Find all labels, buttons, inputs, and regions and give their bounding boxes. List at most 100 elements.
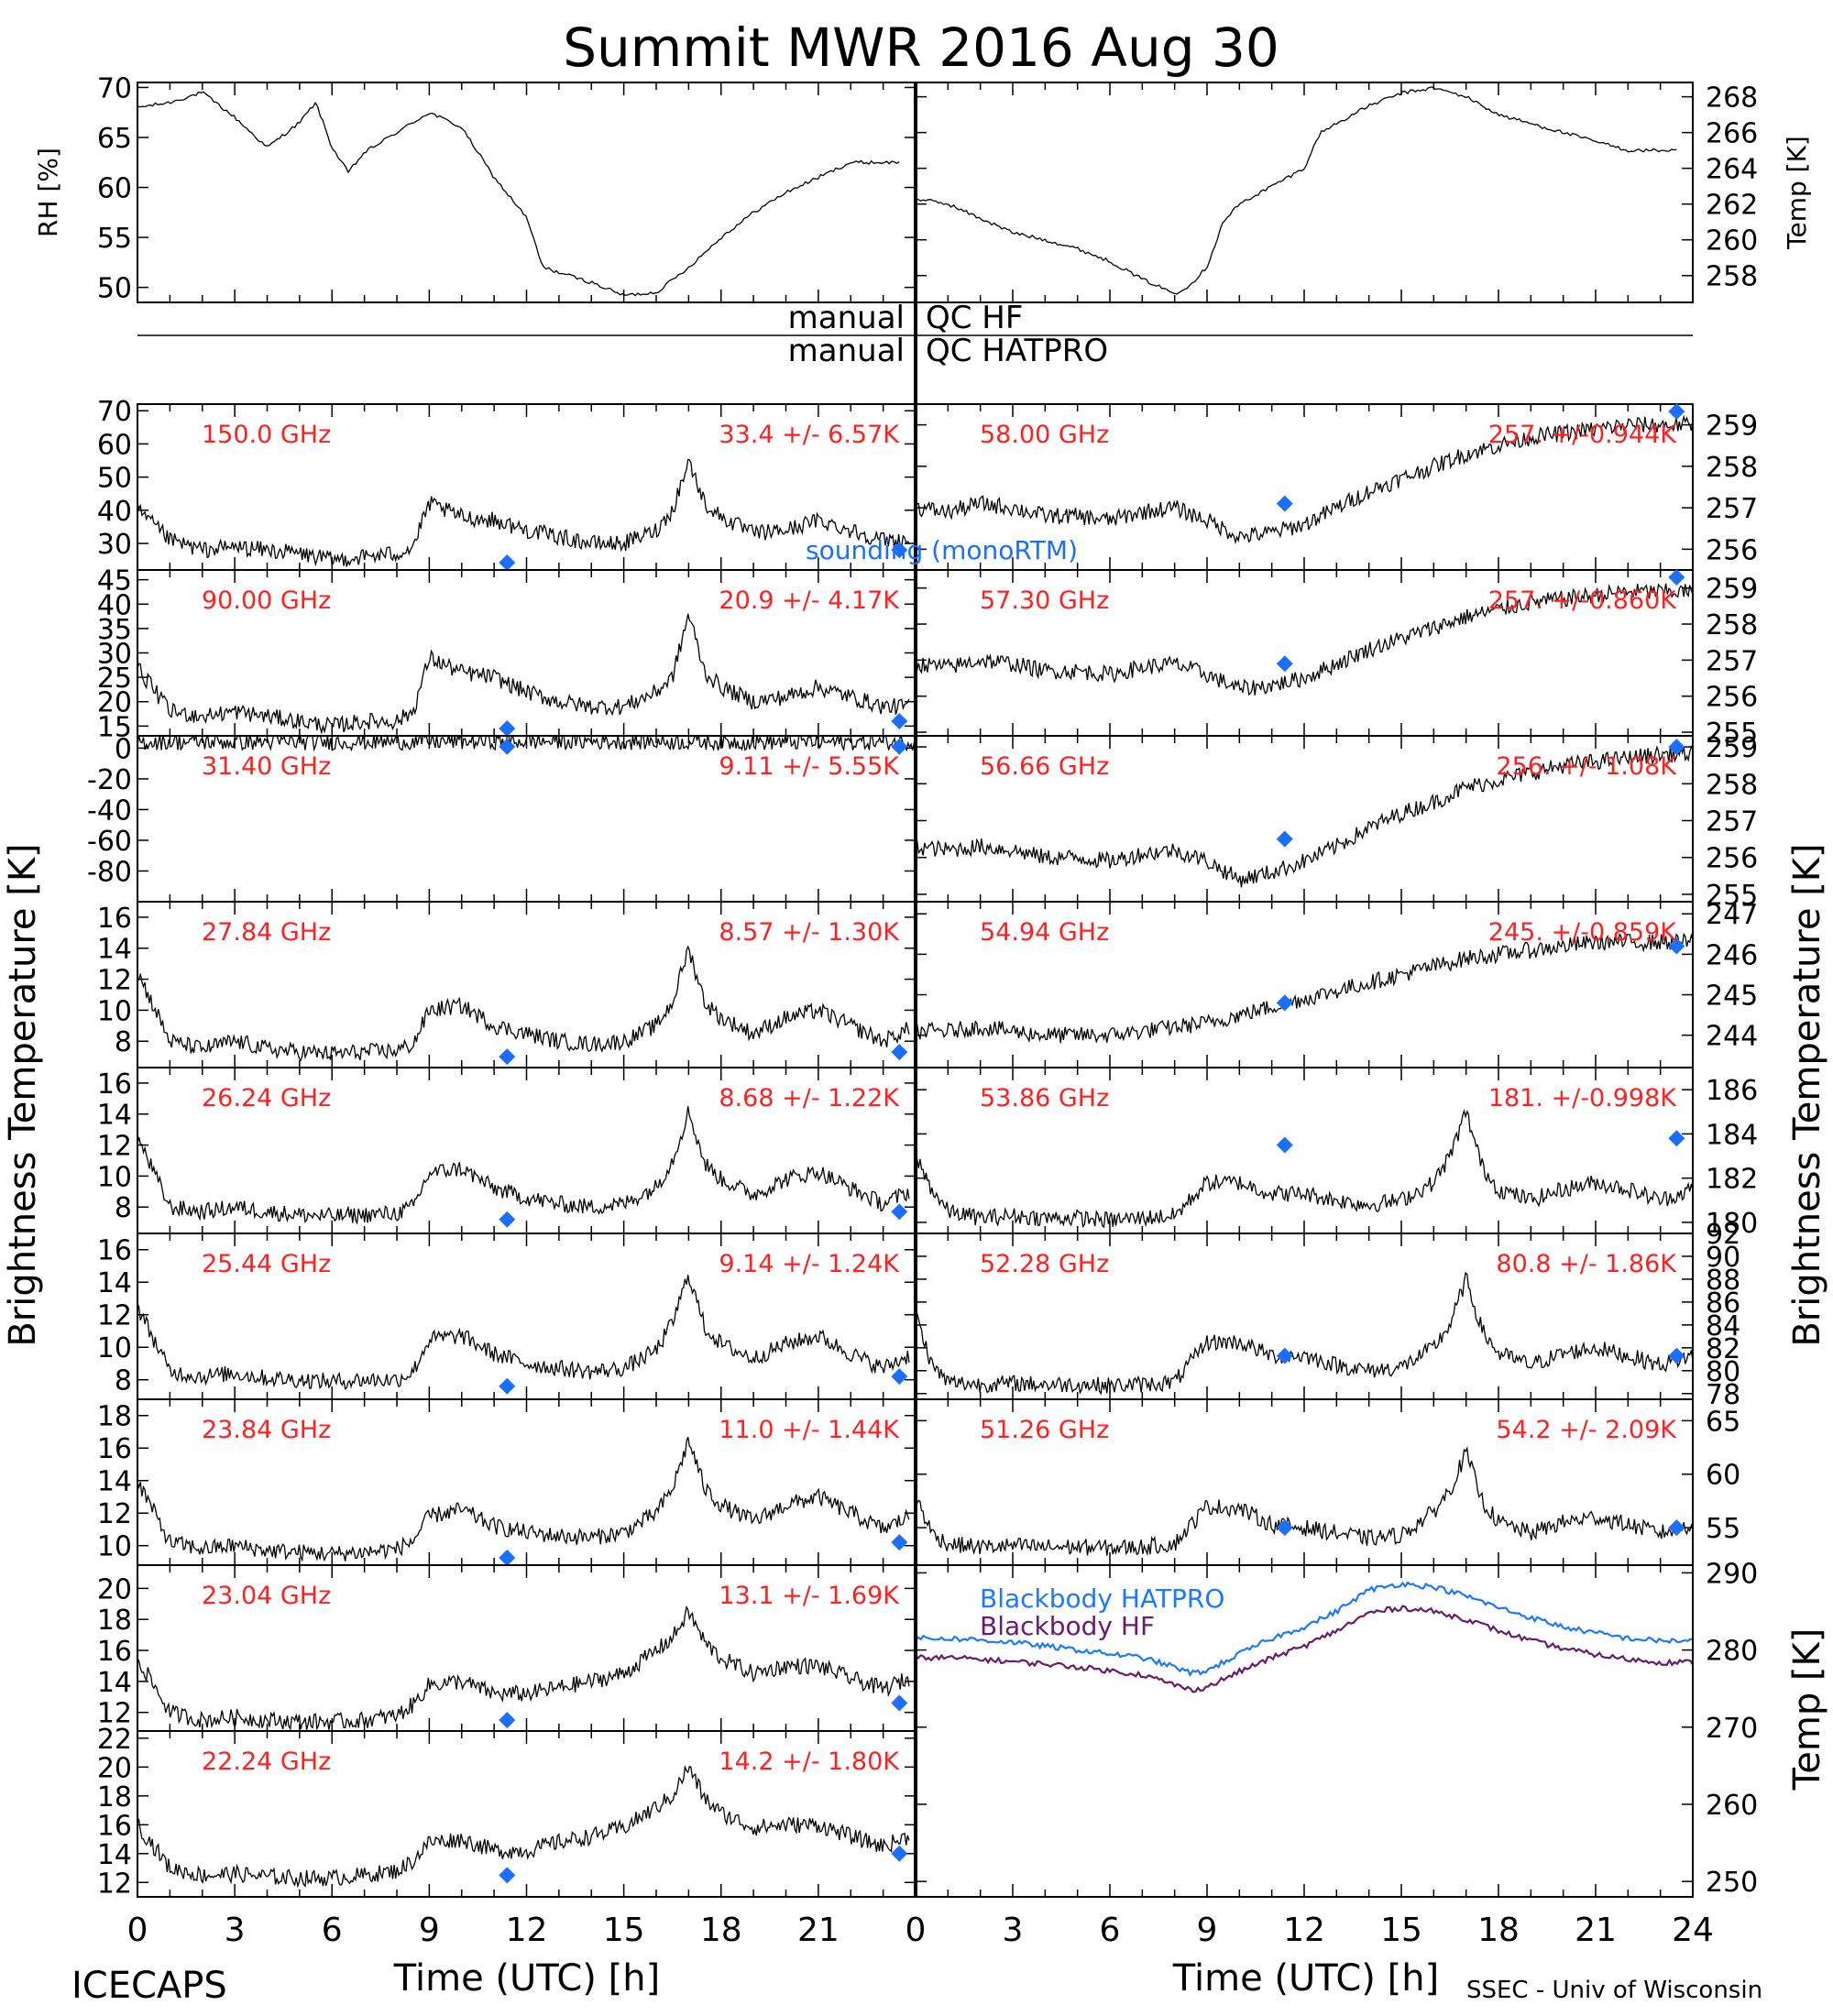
bt-left-0-ytick-label: 60 xyxy=(97,429,132,461)
rh-panel-ytick-label: 50 xyxy=(97,273,132,305)
bt-right-5-ytick-label: 80 xyxy=(1706,1356,1740,1388)
bt-left-4-ytick-label: 10 xyxy=(97,1161,132,1193)
sounding-point xyxy=(1668,739,1685,756)
bt-left-8-ytick-label: 12 xyxy=(97,1868,132,1900)
sounding-point xyxy=(891,1845,908,1862)
footer-right: SSEC - Univ of Wisconsin xyxy=(1466,1977,1762,2004)
bt-left-2-ytick-label: -60 xyxy=(87,826,132,858)
bt-right-0-ytick-label: 257 xyxy=(1706,493,1758,525)
bt-left-7-ytick-label: 20 xyxy=(97,1573,132,1605)
bt-left-0-ytick-label: 40 xyxy=(97,496,132,528)
sounding-point xyxy=(499,1211,516,1228)
bt-right-2-ytick-label: 259 xyxy=(1706,732,1758,764)
data-series-line xyxy=(916,583,1692,696)
bt-right-5-ytick-label: 78 xyxy=(1706,1379,1740,1411)
blackbody-panel-ytick-label: 270 xyxy=(1706,1713,1758,1745)
data-series-line xyxy=(138,1764,910,1889)
x-tick-label-right: 24 xyxy=(1672,1912,1714,1949)
data-series-line xyxy=(916,1109,1692,1229)
sounding-point xyxy=(891,738,908,755)
air-temp-panel-ytick-label: 264 xyxy=(1706,154,1758,186)
bt-left-1-ytick-label: 45 xyxy=(97,565,132,597)
blackbody-y-axis-label: Temp [K] xyxy=(1786,1628,1828,1791)
air-temp-panel-ytick-label: 258 xyxy=(1706,261,1758,293)
stats-label: 257. +/-0.860K xyxy=(1488,586,1677,615)
blackbody-hatpro-series-line xyxy=(916,1581,1692,1677)
bt-left-7-ytick-label: 18 xyxy=(97,1605,132,1637)
bt-left-5-ytick-label: 8 xyxy=(115,1365,132,1397)
sounding-point xyxy=(1668,937,1685,955)
sounding-point xyxy=(891,542,908,559)
sounding-point xyxy=(1276,1347,1293,1364)
data-series-line xyxy=(916,86,1677,295)
blackbody-panel-ytick-label: 290 xyxy=(1706,1558,1758,1590)
bt-right-0-ytick-label: 258 xyxy=(1706,452,1758,484)
frequency-label: 54.94 GHz xyxy=(980,918,1109,947)
bt-right-1-ytick-label: 259 xyxy=(1706,574,1758,606)
data-series-line xyxy=(138,945,910,1062)
bt-right-3-ytick-label: 245 xyxy=(1706,981,1758,1013)
bt-left-1-ytick-label: 15 xyxy=(97,711,132,743)
sounding-point xyxy=(1668,403,1685,420)
data-series-line xyxy=(916,414,1692,545)
bt-right-3-ytick-label: 247 xyxy=(1706,899,1758,931)
data-series-line xyxy=(138,737,915,752)
bt-left-5-ytick-label: 10 xyxy=(97,1332,132,1364)
data-series-line xyxy=(138,613,910,735)
sounding-point xyxy=(499,1712,516,1729)
right-y-axis-label: Brightness Temperature [K] xyxy=(1786,843,1828,1346)
bt-left-8-ytick-label: 16 xyxy=(97,1810,132,1842)
data-series-line xyxy=(138,1275,910,1390)
qc-hatpro-left: manual xyxy=(788,333,905,369)
blackbody-panel-ytick-label: 260 xyxy=(1706,1790,1758,1822)
bt-right-6-ytick-label: 60 xyxy=(1706,1460,1740,1492)
x-tick-label-left: 0 xyxy=(127,1912,148,1949)
bt-right-6-ytick-label: 65 xyxy=(1706,1406,1740,1438)
stats-label: 20.9 +/- 4.17K xyxy=(719,586,900,615)
stats-label: 257. +/-0.944K xyxy=(1488,421,1677,449)
sounding-point xyxy=(1276,655,1293,673)
bt-right-5-ytick-label: 82 xyxy=(1706,1333,1740,1365)
x-tick-label-left: 18 xyxy=(700,1912,742,1949)
data-series-line xyxy=(916,1446,1692,1557)
sounding-point xyxy=(499,738,516,755)
bt-left-1-ytick-label: 30 xyxy=(97,639,132,671)
bt-right-5-ytick-label: 90 xyxy=(1706,1242,1740,1274)
bt-left-1-ytick-label: 40 xyxy=(97,589,132,621)
footer-left: ICECAPS xyxy=(71,1965,227,2007)
stats-label: 8.57 +/- 1.30K xyxy=(719,918,900,947)
rh-panel-frame xyxy=(137,82,916,303)
sounding-point xyxy=(1668,1130,1685,1147)
bt-left-2-ytick-label: -80 xyxy=(87,856,132,888)
sounding-point xyxy=(1276,1136,1293,1154)
blackbody-hf-series-line xyxy=(916,1605,1692,1693)
stats-label: 33.4 +/- 6.57K xyxy=(719,421,900,449)
bt-right-4-ytick-label: 182 xyxy=(1706,1164,1758,1196)
frequency-label: 23.84 GHz xyxy=(202,1416,331,1444)
sounding-point xyxy=(1668,1519,1685,1537)
qc-hatpro-right: QC HATPRO xyxy=(926,333,1108,369)
x-tick-label-left: 15 xyxy=(603,1912,645,1949)
sounding-point xyxy=(499,720,516,737)
sounding-point xyxy=(499,1377,516,1395)
frequency-label: 53.86 GHz xyxy=(980,1084,1109,1112)
frequency-label: 25.44 GHz xyxy=(202,1250,331,1278)
sounding-point xyxy=(891,713,908,730)
sounding-point xyxy=(1668,1347,1685,1364)
sounding-point xyxy=(1276,495,1293,512)
stats-label: 245. +/-0.859K xyxy=(1488,918,1677,947)
sounding-point xyxy=(499,1550,516,1566)
x-axis-label-left: Time (UTC) [h] xyxy=(393,1957,660,2000)
bt-right-5-ytick-label: 84 xyxy=(1706,1310,1740,1342)
sounding-point xyxy=(891,1694,908,1712)
stats-label: 256. +/- 1.08K xyxy=(1496,752,1677,781)
frequency-label: 23.04 GHz xyxy=(202,1582,331,1610)
bt-left-2-ytick-label: -40 xyxy=(87,794,132,827)
frequency-label: 90.00 GHz xyxy=(202,586,331,615)
frequency-label: 31.40 GHz xyxy=(202,752,331,781)
data-series-line xyxy=(916,1271,1692,1396)
x-tick-label-right: 21 xyxy=(1575,1912,1617,1949)
sounding-point xyxy=(499,1048,516,1066)
bt-left-8-ytick-label: 20 xyxy=(97,1752,132,1784)
